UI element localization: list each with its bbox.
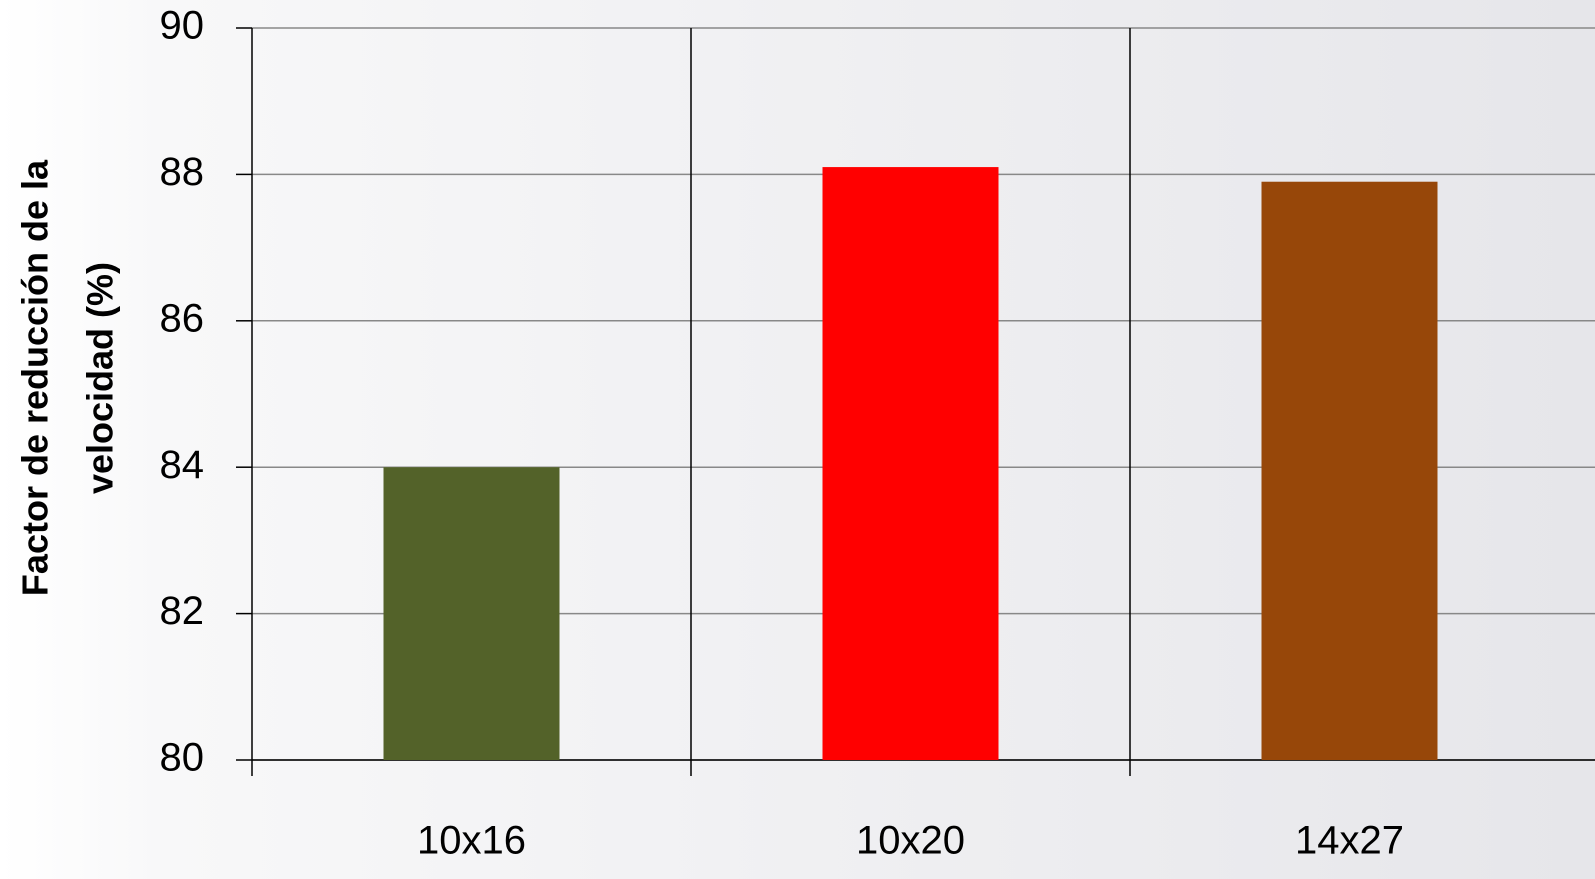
- bar: [822, 167, 999, 760]
- x-tick-label: 10x16: [417, 819, 526, 863]
- y-tick-label: 90: [160, 4, 205, 48]
- y-tick-label: 82: [160, 589, 205, 633]
- y-label-line: velocidad (%): [80, 262, 121, 494]
- y-label-line: Factor de reducción de la: [15, 159, 56, 596]
- y-axis-label: Factor de reducción de la velocidad (%): [15, 159, 121, 596]
- y-tick-label: 86: [160, 296, 205, 340]
- bar: [383, 467, 560, 760]
- bar: [1261, 181, 1438, 761]
- y-tick-label: 88: [160, 150, 205, 194]
- x-tick-label: 10x20: [856, 819, 965, 863]
- y-tick-label: 84: [160, 443, 205, 487]
- x-tick-label: 14x27: [1295, 819, 1404, 863]
- y-tick-label: 80: [160, 736, 205, 780]
